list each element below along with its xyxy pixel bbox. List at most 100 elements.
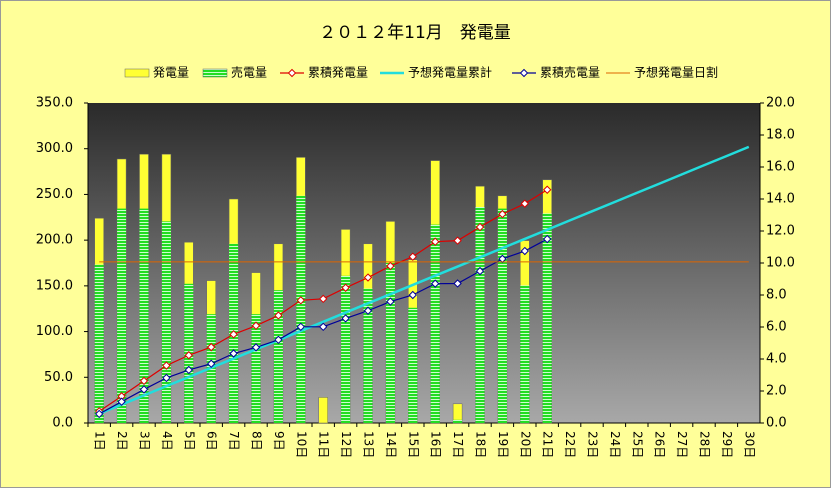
y2-tick-label: 4.0 (766, 352, 787, 367)
x-tick-label: 18日 (474, 431, 488, 458)
y2-tick-label: 2.0 (766, 384, 787, 399)
y2-tick-label: 10.0 (766, 256, 795, 271)
x-tick-label: 24日 (608, 431, 622, 458)
bar (385, 263, 395, 423)
y2-tick-label: 14.0 (766, 192, 795, 207)
y2-tick-label: 20.0 (766, 96, 795, 111)
y2-tick-label: 8.0 (766, 288, 787, 303)
legend-label: 予想発電量累計 (408, 65, 492, 80)
plot-area (88, 103, 760, 423)
y-tick-label: 150.0 (36, 278, 73, 293)
legend-swatch (124, 68, 150, 78)
x-tick-label: 20日 (518, 431, 532, 458)
x-tick-label: 29日 (720, 431, 734, 458)
y-tick-label: 200.0 (36, 233, 73, 248)
marker (318, 294, 328, 304)
x-tick-label: 30日 (742, 431, 756, 458)
bar (475, 207, 485, 423)
x-tick-label: 27日 (675, 431, 689, 458)
bar (161, 221, 171, 423)
marker (184, 365, 194, 375)
x-tick-label: 4日 (160, 431, 174, 451)
bar (94, 264, 104, 423)
marker (139, 385, 149, 394)
marker (296, 296, 306, 305)
x-tick-label: 9日 (272, 431, 286, 451)
x-tick-label: 25日 (630, 431, 644, 458)
marker (341, 283, 350, 292)
x-tick-label: 2日 (115, 431, 129, 451)
x-tick-label: 15日 (406, 431, 420, 458)
marker (341, 314, 350, 323)
bar (117, 208, 127, 423)
marker (386, 297, 395, 306)
x-tick-label: 23日 (586, 431, 600, 458)
y-tick-label: 100.0 (36, 324, 73, 339)
marker (408, 252, 418, 261)
marker (117, 397, 126, 406)
marker (498, 254, 507, 264)
y2-tick-label: 12.0 (766, 224, 795, 239)
legend-marker (287, 68, 297, 78)
y-tick-label: 0.0 (52, 416, 73, 431)
marker (184, 351, 194, 360)
x-tick-label: 6日 (205, 431, 219, 451)
bar (453, 419, 463, 423)
bar (520, 285, 530, 423)
marker (386, 261, 395, 271)
marker (542, 234, 552, 244)
marker (162, 361, 171, 370)
y-tick-label: 350.0 (36, 96, 73, 111)
marker (453, 236, 462, 245)
y-tick-label: 250.0 (36, 187, 73, 202)
bar (251, 314, 261, 423)
bar (430, 224, 440, 423)
x-tick-label: 12日 (339, 431, 353, 458)
bar (139, 208, 149, 423)
marker (542, 185, 552, 194)
marker (475, 266, 485, 276)
legend-label: 発電量 (153, 66, 189, 80)
x-tick-label: 13日 (362, 431, 376, 458)
marker (475, 222, 485, 232)
marker (430, 237, 440, 246)
marker (296, 322, 306, 332)
chart-title: ２０１２年11月 発電量 (319, 23, 511, 43)
marker (206, 342, 216, 352)
marker (430, 279, 440, 288)
y2-tick-label: 16.0 (766, 160, 795, 175)
x-tick-label: 28日 (698, 431, 712, 458)
line (98, 145, 750, 415)
y2-tick-label: 0.0 (766, 416, 787, 431)
legend-marker (519, 68, 529, 78)
marker (408, 290, 418, 300)
x-tick-label: 26日 (653, 431, 667, 458)
marker (274, 335, 283, 345)
marker (318, 322, 328, 332)
bar (542, 213, 552, 423)
x-tick-label: 3日 (138, 431, 152, 451)
marker (94, 409, 104, 419)
y-tick-label: 300.0 (36, 141, 73, 156)
x-tick-label: 5日 (182, 431, 196, 451)
x-tick-label: 22日 (563, 431, 577, 458)
marker (139, 376, 149, 386)
x-tick-label: 19日 (496, 431, 510, 458)
bar (341, 275, 351, 423)
marker (363, 273, 373, 282)
legend-label: 累積売電量 (540, 65, 600, 80)
marker (229, 349, 238, 358)
marker (498, 209, 507, 219)
marker (162, 373, 171, 383)
marker (520, 199, 530, 208)
bar (497, 208, 507, 423)
marker (206, 359, 216, 368)
y2-tick-label: 18.0 (766, 128, 795, 143)
bar (408, 307, 418, 423)
marker (251, 343, 261, 352)
bar (318, 397, 328, 424)
legend-swatch (202, 68, 228, 78)
marker (274, 311, 283, 320)
x-tick-label: 1日 (93, 431, 107, 451)
